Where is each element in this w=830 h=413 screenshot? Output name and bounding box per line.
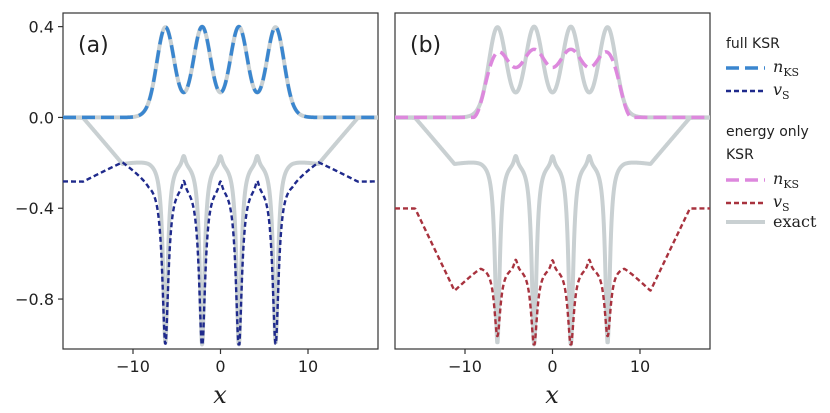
panel-a-curves <box>61 24 380 347</box>
panel-b-ticks: −10 0 10 <box>448 349 650 376</box>
panel-a-y-tick-label: 0.0 <box>29 108 54 127</box>
legend-group-full-ksr-title: full KSR <box>726 36 780 52</box>
panel-a-y-tick-label: −0.8 <box>15 290 54 309</box>
panel-b-series-n-ks-energy-only-ksr <box>393 47 712 120</box>
legend-v-energy-label: vS <box>773 192 790 214</box>
panel-a-x-tick-label: 10 <box>298 357 318 376</box>
panel-b-series-v-s-energy-only-ksr <box>394 207 711 346</box>
legend-n-energy-label: nKS <box>773 169 799 191</box>
legend-n-full-label: nKS <box>773 57 799 79</box>
legend: full KSR nKS vS energy only KSR nKS vS e… <box>726 36 817 231</box>
panel-a-x-tick-label: 0 <box>215 357 225 376</box>
panel-b-x-axis-label: x <box>545 381 559 409</box>
panel-a-series-n-ks-full-ksr <box>61 24 380 120</box>
panel-b-label: (b) <box>410 33 441 58</box>
panel-a-y-tick-label: −0.4 <box>15 199 54 218</box>
panel-a-x-axis-label: x <box>213 381 227 409</box>
panel-a-ticks: −10 0 10 0.4 0.0 −0.4 −0.8 <box>15 18 318 376</box>
legend-v-full-label: vS <box>773 80 790 102</box>
panel-b-curves <box>393 24 712 347</box>
panel-a-label: (a) <box>78 33 109 58</box>
panel-a-series-exact-potential <box>61 115 380 347</box>
legend-exact-label: exact <box>773 212 817 231</box>
panel-b-series-exact-potential <box>393 115 712 347</box>
panel-a-series-v-s-full-ksr <box>62 161 379 346</box>
panel-a-series-exact-density <box>61 24 380 120</box>
panel-b-series-exact-density <box>393 24 712 120</box>
panel-b-x-tick-label: 0 <box>547 357 557 376</box>
panel-a-y-tick-label: 0.4 <box>29 18 54 37</box>
panel-b: −10 0 10 (b) x <box>393 12 712 409</box>
legend-group-energy-title-line1: energy only <box>726 124 809 140</box>
panel-b-x-tick-label: −10 <box>448 357 482 376</box>
panel-b-x-tick-label: 10 <box>630 357 650 376</box>
legend-group-energy-title-line2: KSR <box>726 147 754 163</box>
panel-a-x-tick-label: −10 <box>116 357 150 376</box>
panel-b-frame <box>394 12 711 350</box>
panel-a: −10 0 10 0.4 0.0 −0.4 −0.8 (a) x <box>15 12 380 409</box>
